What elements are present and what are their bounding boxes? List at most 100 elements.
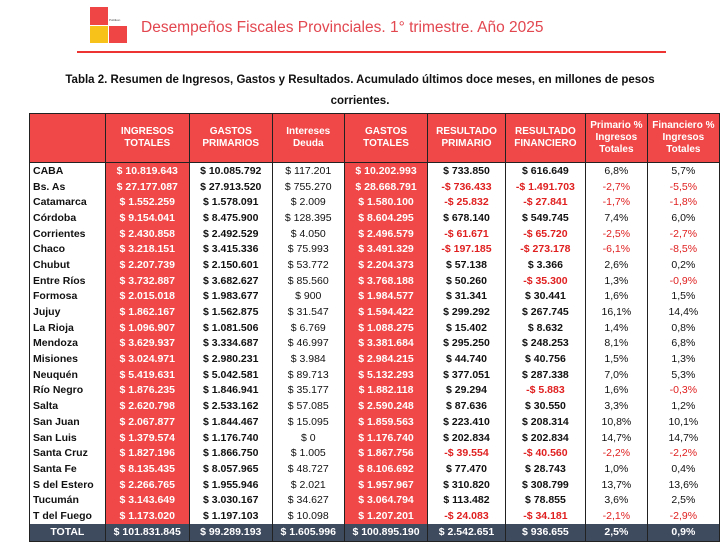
table-cell: $ 616.649: [504, 162, 587, 179]
table-cell: $ 1.096.907: [104, 319, 190, 336]
table-cell: -6,1%: [585, 241, 648, 258]
column-header: [29, 113, 106, 163]
table-cell: $ 2.430.858: [104, 225, 190, 242]
table-cell: $ 100.895.190: [343, 523, 429, 542]
page-title: Desempeños Fiscales Provinciales. 1° tri…: [141, 19, 544, 36]
table-cell: 1,3%: [646, 351, 720, 367]
province-name: Bs. As: [29, 178, 106, 195]
table-cell: $ 5.419.631: [104, 366, 190, 383]
table-cell: $ 101.831.845: [104, 523, 190, 542]
table-cell: $ 2.980.231: [188, 351, 273, 367]
table-cell: -0,9%: [646, 272, 720, 289]
table-cell: -$ 65.720: [504, 225, 587, 242]
header-divider: [77, 51, 666, 53]
table-cell: $ 8.632: [504, 319, 587, 336]
table-row: S del Estero $ 2.266.765 $ 1.955.946 $ 2.02…: [29, 476, 720, 493]
column-header: RESULTADO FINANCIERO: [504, 113, 587, 163]
table-cell: $ 3.218.151: [104, 241, 190, 258]
table-cell: $ 1.552.259: [104, 194, 190, 211]
table-cell: -$ 25.832: [427, 194, 506, 211]
table-cell: -$ 40.560: [504, 445, 587, 462]
table-cell: 1,5%: [585, 351, 648, 367]
table-cell: $ 57.085: [271, 398, 345, 414]
table-cell: 7,4%: [585, 210, 648, 226]
table-cell: -8,5%: [646, 241, 720, 258]
table-cell: -$ 39.554: [427, 445, 506, 462]
table-cell: $ 202.834: [427, 429, 506, 446]
table-cell: $ 2.984.215: [343, 351, 429, 367]
table-row: Chaco $ 3.218.151 $ 3.415.336 $ 75.993 $ 3.4…: [29, 241, 720, 258]
table-cell: 14,7%: [585, 429, 648, 446]
table-caption: Tabla 2. Resumen de Ingresos, Gastos y R…: [65, 74, 655, 107]
table-cell: -$ 5.883: [504, 382, 587, 399]
table-cell: $ 1.562.875: [188, 304, 273, 320]
province-name: Entre Ríos: [29, 272, 106, 289]
table-cell: $ 1.876.235: [104, 382, 190, 399]
table-cell: $ 1.176.740: [188, 429, 273, 446]
table-cell: 10,8%: [585, 414, 648, 430]
table-cell: -$ 1.491.703: [504, 178, 587, 195]
table-cell: $ 1.580.100: [343, 194, 429, 211]
column-header: GASTOS PRIMARIOS: [188, 113, 273, 163]
table-cell: 1,2%: [646, 398, 720, 414]
table-cell: $ 5.132.293: [343, 366, 429, 383]
table-cell: 0,4%: [646, 461, 720, 477]
table-cell: $ 287.338: [504, 366, 587, 383]
table-cell: $ 295.250: [427, 335, 506, 352]
table-row: CABA $ 10.819.643 $ 10.085.792 $ 117.201 $ 1…: [29, 162, 720, 179]
table-cell: $ 2.015.018: [104, 288, 190, 305]
table-cell: $ 3.143.649: [104, 492, 190, 509]
table-cell: $ 3.030.167: [188, 492, 273, 509]
province-name: Catamarca: [29, 194, 106, 211]
table-cell: $ 310.820: [427, 476, 506, 493]
table-cell: 10,1%: [646, 414, 720, 430]
province-name: Río Negro: [29, 382, 106, 399]
table-cell: $ 75.993: [271, 241, 345, 258]
table-cell: $ 3.732.887: [104, 272, 190, 289]
table-cell: $ 299.292: [427, 304, 506, 320]
table-cell: $ 15.095: [271, 414, 345, 430]
province-name: San Luis: [29, 429, 106, 446]
table-cell: $ 3.491.329: [343, 241, 429, 258]
table-cell: $ 10.085.792: [188, 162, 273, 179]
table-cell: $ 2.266.765: [104, 476, 190, 493]
table-cell: $ 34.627: [271, 492, 345, 509]
table-cell: $ 8.135.435: [104, 461, 190, 477]
table-cell: $ 1.379.574: [104, 429, 190, 446]
table-cell: $ 1.578.091: [188, 194, 273, 211]
table-cell: -2,9%: [646, 508, 720, 524]
table-cell: $ 2.533.162: [188, 398, 273, 414]
table-cell: $ 3.415.336: [188, 241, 273, 258]
table-cell: $ 87.636: [427, 398, 506, 414]
table-cell: $ 30.550: [504, 398, 587, 414]
table-cell: $ 1.844.467: [188, 414, 273, 430]
table-cell: $ 1.866.750: [188, 445, 273, 462]
table-cell: $ 8.604.295: [343, 210, 429, 226]
table-row: Chubut $ 2.207.739 $ 2.150.601 $ 53.772 $ 2.…: [29, 257, 720, 273]
table-row: Formosa $ 2.015.018 $ 1.983.677 $ 900 $ 1.98…: [29, 288, 720, 305]
table-cell: $ 1.207.201: [343, 508, 429, 524]
table-cell: 16,1%: [585, 304, 648, 320]
table-cell: $ 31.341: [427, 288, 506, 305]
table-cell: $ 77.470: [427, 461, 506, 477]
table-cell: $ 35.177: [271, 382, 345, 399]
table-cell: $ 2.207.739: [104, 257, 190, 273]
table-cell: 1,5%: [646, 288, 720, 305]
table-cell: -$ 61.671: [427, 225, 506, 242]
table-cell: $ 28.743: [504, 461, 587, 477]
table-cell: 5,7%: [646, 162, 720, 179]
table-cell: -$ 35.300: [504, 272, 587, 289]
table-cell: $ 936.655: [504, 523, 587, 542]
table-cell: $ 267.745: [504, 304, 587, 320]
table-cell: 13,7%: [585, 476, 648, 493]
province-name: Chaco: [29, 241, 106, 258]
province-name: Córdoba: [29, 210, 106, 226]
table-cell: $ 1.088.275: [343, 319, 429, 336]
table-cell: $ 85.560: [271, 272, 345, 289]
fiscal-summary-table: INGRESOS TOTALES GASTOS PRIMARIOS Interese…: [29, 113, 720, 542]
table-cell: $ 2.021: [271, 476, 345, 493]
table-cell: $ 117.201: [271, 162, 345, 179]
table-cell: $ 46.997: [271, 335, 345, 352]
table-cell: -$ 736.433: [427, 178, 506, 195]
table-cell: -5,5%: [646, 178, 720, 195]
